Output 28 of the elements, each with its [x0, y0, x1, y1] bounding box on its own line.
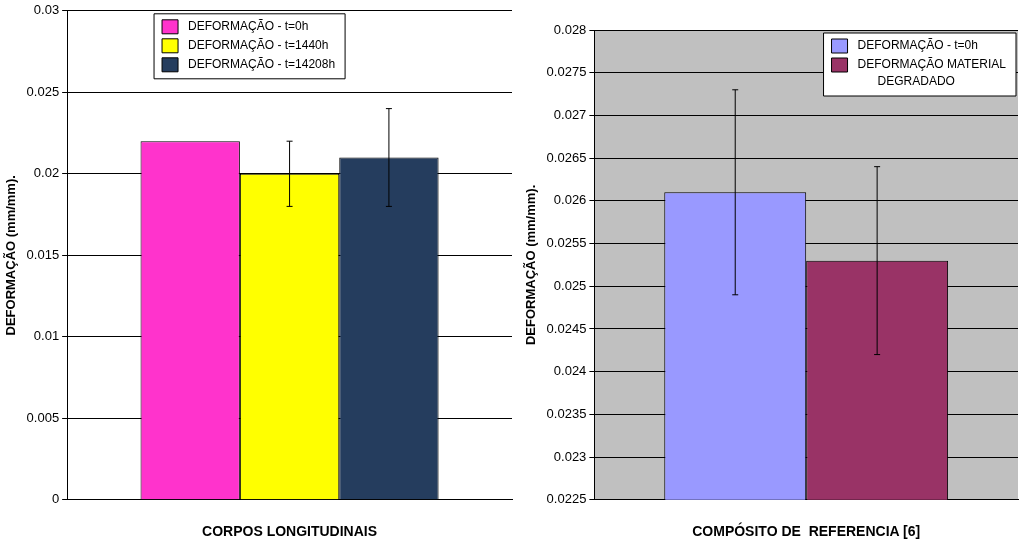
y-tick-label: 0.028 [553, 21, 587, 37]
y-tick-label: 0.005 [26, 409, 60, 425]
y-tick-label: 0.023 [553, 448, 587, 464]
y-tick-label: 0.0225 [546, 491, 587, 507]
y-tick-label: 0.03 [33, 2, 60, 18]
y-tick-label: 0.025 [26, 83, 60, 99]
legend-label: DEFORMAÇÃO MATERIAL DEGRADADO [857, 57, 1007, 89]
y-tick-label: 0.025 [553, 277, 587, 293]
legend-label: DEFORMAÇÃO - t=0h [188, 19, 309, 34]
legend-label: DEFORMAÇÃO - t=0h [857, 38, 978, 53]
y-tick-label: 0 [51, 491, 60, 507]
y-axis-title: DEFORMAÇÃO (mm/mm). [523, 184, 539, 346]
y-tick-label: 0.026 [553, 192, 587, 208]
y-tick-label: 0.024 [553, 363, 587, 379]
y-tick-label: 0.01 [33, 328, 60, 344]
y-tick-label: 0.0275 [546, 64, 587, 80]
x-axis-title: COMPÓSITO DE REFERENCIA [6] [692, 522, 921, 540]
legend-label: DEFORMAÇÃO - t=14208h [188, 57, 336, 72]
x-axis-title: CORPOS LONGITUDINAIS [202, 523, 378, 540]
y-tick-label: 0.0245 [546, 320, 587, 336]
y-tick-label: 0.02 [33, 165, 60, 181]
legend-label: DEFORMAÇÃO - t=1440h [188, 38, 329, 53]
y-tick-label: 0.0265 [546, 149, 587, 165]
y-tick-label: 0.0235 [546, 405, 587, 421]
y-tick-label: 0.027 [553, 107, 587, 122]
y-tick-label: 0.0255 [546, 235, 587, 251]
y-tick-label: 0.015 [26, 246, 60, 262]
y-axis-title: DEFORMAÇÃO (mm/mm). [3, 175, 19, 336]
